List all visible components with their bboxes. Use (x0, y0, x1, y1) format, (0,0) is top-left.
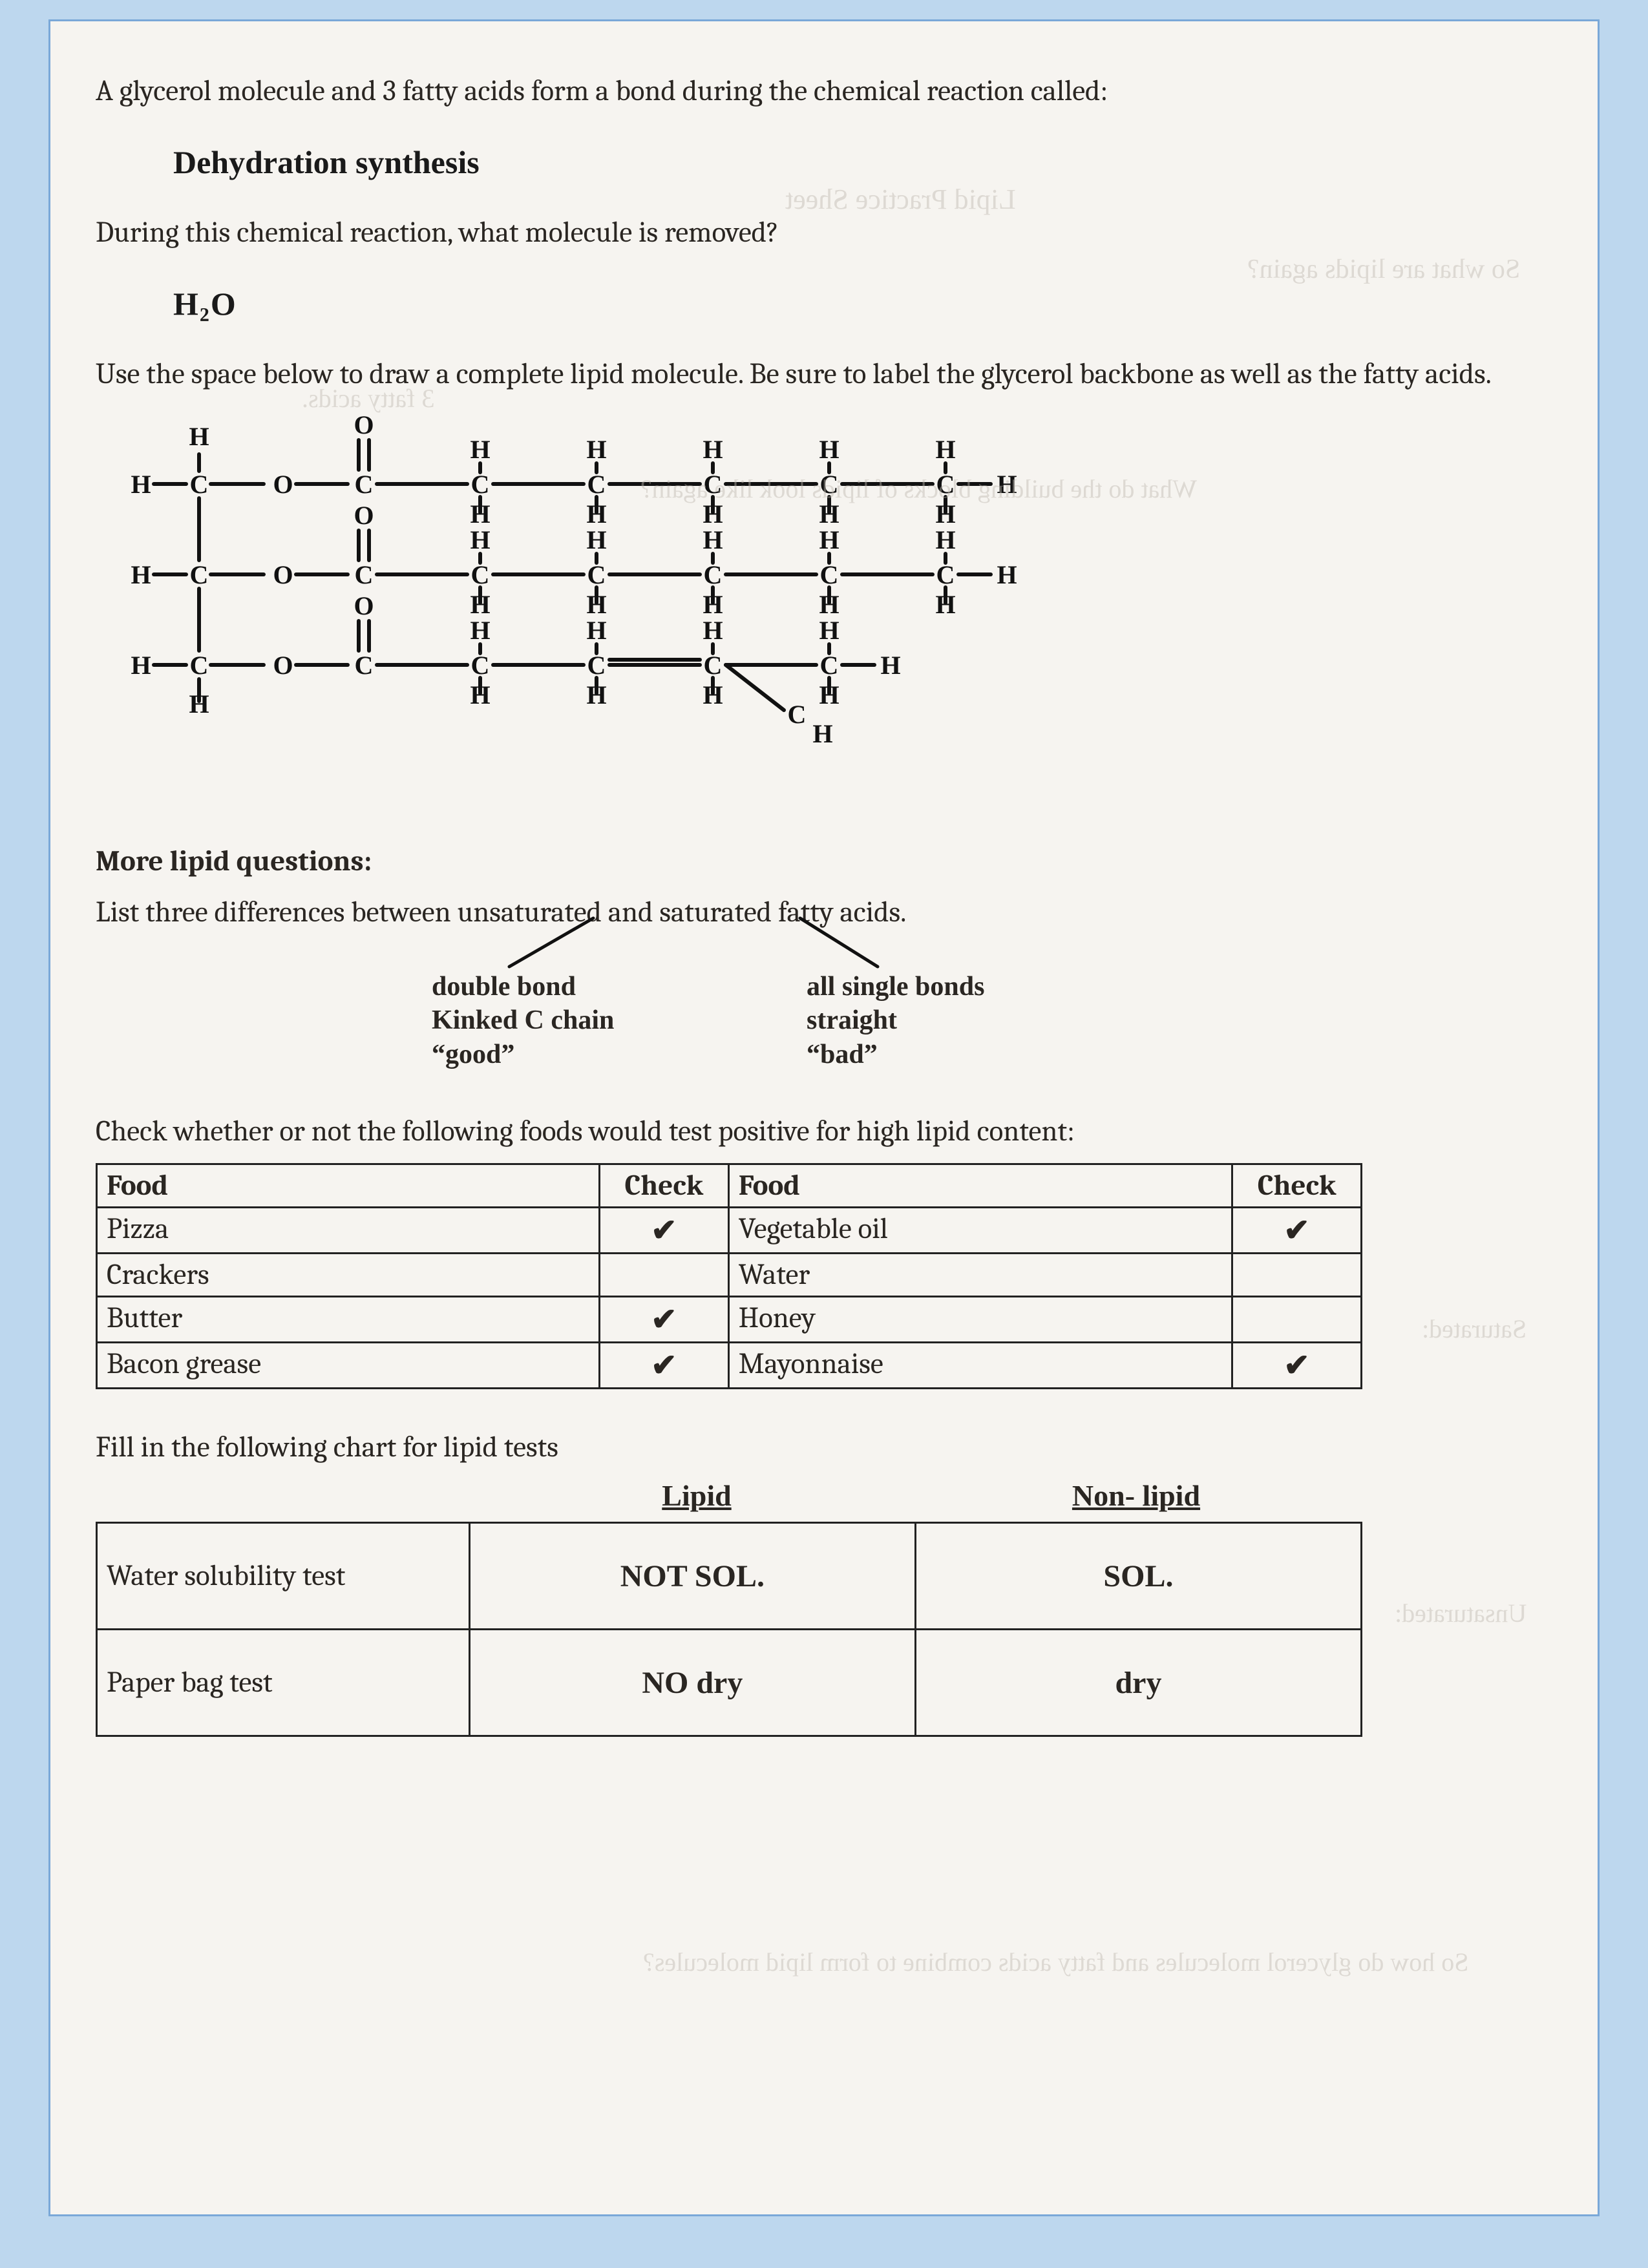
check-cell: ✔ (599, 1207, 728, 1253)
svg-text:H: H (470, 525, 490, 554)
chart2-headers: Lipid Non- lipid (96, 1478, 1362, 1513)
q4-answer-block: double bond Kinked C chain “good” all si… (96, 944, 1552, 1093)
ghost-text: So what are lipids again? (1247, 254, 1520, 285)
food-cell: Pizza (97, 1207, 600, 1253)
svg-text:H: H (703, 616, 723, 645)
test-label-cell: Paper bag test (97, 1630, 470, 1736)
q1-prompt: A glycerol molecule and 3 fatty acids fo… (96, 72, 1552, 111)
ghost-text: Saturated: (1422, 1314, 1527, 1344)
table-header-row: Food Check Food Check (97, 1164, 1362, 1207)
svg-text:H: H (470, 435, 490, 464)
svg-text:O: O (273, 560, 293, 589)
food-check-table: Food Check Food Check Pizza✔Vegetable oi… (96, 1163, 1362, 1389)
svg-text:H: H (935, 525, 955, 554)
q4-right-col: all single bonds straight “bad” (807, 970, 984, 1072)
nonlipid-result-cell: SOL. (915, 1523, 1361, 1630)
q4-right-3: “bad” (807, 1038, 984, 1072)
food-cell: Crackers (97, 1253, 600, 1296)
lipid-test-chart: Water solubility testNOT SOL.SOL.Paper b… (96, 1522, 1362, 1737)
svg-text:H: H (819, 616, 839, 645)
svg-text:C: C (788, 700, 807, 729)
molecule-svg: HCOCOCHHCHHCHHCHHCHHHHCOCOCHHCHHCHHCHHCH… (121, 406, 1156, 768)
chart2-header-lipid: Lipid (477, 1478, 916, 1513)
svg-text:H: H (880, 651, 900, 680)
check-cell: ✔ (1232, 1342, 1362, 1388)
lipid-result-cell: NOT SOL. (469, 1523, 915, 1630)
food-cell: Vegetable oil (728, 1207, 1232, 1253)
q4-left-3: “good” (432, 1038, 614, 1072)
q3-prompt: Use the space below to draw a complete l… (96, 355, 1552, 394)
ghost-text: Unsaturated: (1395, 1598, 1527, 1628)
table-row: Butter✔Honey (97, 1296, 1362, 1342)
svg-text:H: H (131, 470, 151, 499)
svg-text:H: H (819, 525, 839, 554)
svg-text:H: H (812, 719, 832, 748)
check-cell: ✔ (1232, 1207, 1362, 1253)
lipid-result-cell: NO dry (469, 1630, 915, 1736)
food-cell: Honey (728, 1296, 1232, 1342)
svg-text:C: C (190, 651, 209, 680)
q6-prompt: Fill in the following chart for lipid te… (96, 1428, 1552, 1467)
svg-text:H: H (586, 616, 606, 645)
chart2-header-spacer (96, 1478, 477, 1513)
check-cell (599, 1253, 728, 1296)
svg-text:H: H (586, 435, 606, 464)
table-row: Water solubility testNOT SOL.SOL. (97, 1523, 1362, 1630)
table-row: Pizza✔Vegetable oil✔ (97, 1207, 1362, 1253)
svg-text:C: C (355, 470, 374, 499)
check-cell (1232, 1296, 1362, 1342)
svg-text:C: C (355, 560, 374, 589)
q4-left-2: Kinked C chain (432, 1003, 614, 1038)
svg-text:O: O (354, 591, 374, 620)
col-food-b: Food (728, 1164, 1232, 1207)
section-header: More lipid questions: (96, 842, 1552, 881)
svg-text:H: H (703, 435, 723, 464)
col-food-a: Food (97, 1164, 600, 1207)
svg-text:O: O (273, 651, 293, 680)
svg-text:H: H (131, 651, 151, 680)
col-check-a: Check (599, 1164, 728, 1207)
q2-answer: H₂O (173, 285, 1552, 322)
table-row: Paper bag testNO drydry (97, 1630, 1362, 1736)
q4-left-col: double bond Kinked C chain “good” (432, 970, 614, 1072)
svg-text:H: H (703, 525, 723, 554)
q4-right-1: all single bonds (807, 970, 984, 1004)
col-check-b: Check (1232, 1164, 1362, 1207)
svg-text:C: C (190, 470, 209, 499)
ghost-text: Lipid Practice Sheet (785, 183, 1016, 216)
nonlipid-result-cell: dry (915, 1630, 1361, 1736)
q1-answer: Dehydration synthesis (173, 143, 1552, 181)
q4-left-1: double bond (432, 970, 614, 1004)
svg-text:H: H (131, 560, 151, 589)
svg-text:H: H (935, 435, 955, 464)
food-cell: Mayonnaise (728, 1342, 1232, 1388)
food-cell: Water (728, 1253, 1232, 1296)
table-row: Bacon grease✔Mayonnaise✔ (97, 1342, 1362, 1388)
svg-text:O: O (273, 470, 293, 499)
worksheet-page: Lipid Practice Sheet So what are lipids a… (48, 19, 1600, 2216)
test-label-cell: Water solubility test (97, 1523, 470, 1630)
svg-text:H: H (997, 560, 1017, 589)
svg-text:H: H (470, 616, 490, 645)
svg-text:O: O (354, 410, 374, 439)
svg-text:H: H (997, 470, 1017, 499)
ghost-text: So how do glycerol molecules and fatty a… (643, 1947, 1468, 1977)
food-cell: Bacon grease (97, 1342, 600, 1388)
svg-text:H: H (189, 422, 209, 451)
q2-prompt: During this chemical reaction, what mole… (96, 213, 1552, 253)
svg-text:O: O (354, 501, 374, 530)
check-cell: ✔ (599, 1296, 728, 1342)
lipid-molecule-drawing: HCOCOCHHCHHCHHCHHCHHHHCOCOCHHCHHCHHCHHCH… (121, 406, 1552, 771)
svg-text:C: C (190, 560, 209, 589)
check-cell (1232, 1253, 1362, 1296)
q4-right-2: straight (807, 1003, 984, 1038)
chart2-header-nonlipid: Non- lipid (916, 1478, 1356, 1513)
svg-text:H: H (819, 435, 839, 464)
check-cell: ✔ (599, 1342, 728, 1388)
table-row: Crackers Water (97, 1253, 1362, 1296)
q5-prompt: Check whether or not the following foods… (96, 1112, 1552, 1151)
svg-text:H: H (586, 525, 606, 554)
food-cell: Butter (97, 1296, 600, 1342)
svg-text:C: C (355, 651, 374, 680)
